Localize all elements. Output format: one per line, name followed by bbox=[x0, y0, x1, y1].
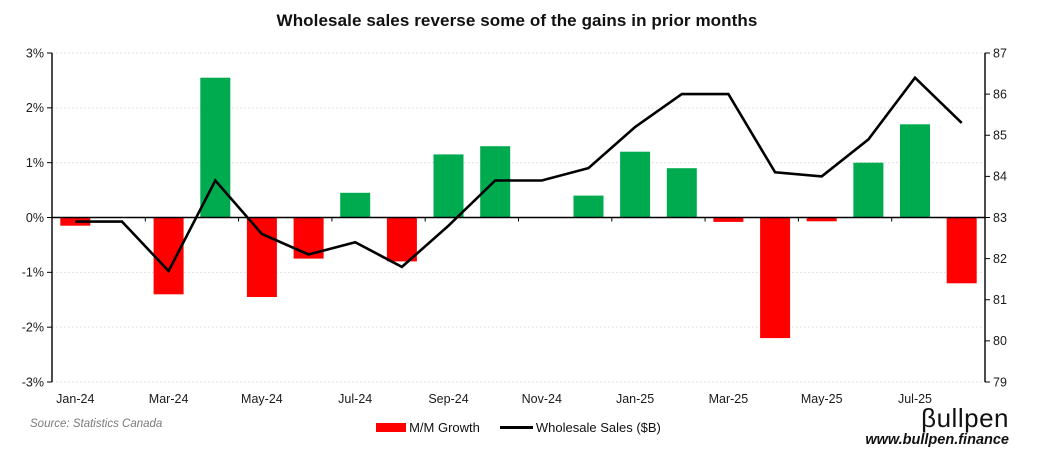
x-axis-tick-label: Jul-25 bbox=[898, 392, 932, 406]
bar-Jul-25 bbox=[900, 124, 930, 218]
bar-Sep-24 bbox=[433, 154, 464, 218]
right-axis: 87 86 85 84 83 82 81 80 79 bbox=[984, 46, 1007, 389]
x-axis-tick-label: Sep-24 bbox=[428, 392, 468, 406]
right-axis-tick-label: 80 bbox=[993, 334, 1007, 348]
right-axis-tick-label: 79 bbox=[993, 375, 1007, 389]
x-axis-tick-label: Jan-25 bbox=[616, 392, 654, 406]
left-axis-tick-label: -3% bbox=[22, 375, 44, 389]
x-axis-tick-label: Mar-25 bbox=[709, 392, 749, 406]
brand-url: www.bullpen.finance bbox=[865, 432, 1009, 448]
x-axis-tick-label: May-24 bbox=[241, 392, 283, 406]
left-axis-tick-label: 3% bbox=[26, 46, 44, 60]
x-axis-tick-label: May-25 bbox=[801, 392, 843, 406]
right-axis-tick-label: 85 bbox=[993, 129, 1007, 143]
legend-item-wholesale-sales: Wholesale Sales ($B) bbox=[499, 420, 661, 435]
x-axis-tick-label: Jul-24 bbox=[338, 392, 372, 406]
left-axis-tick-label: -2% bbox=[22, 320, 44, 334]
brand-name: βullpen bbox=[921, 403, 1009, 433]
brand-logo: βullpen www.bullpen.finance bbox=[865, 404, 1009, 448]
mm-growth-bars bbox=[60, 77, 977, 339]
bar-Jan-25 bbox=[620, 151, 651, 218]
mm-growth-swatch-icon bbox=[376, 423, 407, 432]
category-axis bbox=[51, 216, 986, 222]
bar-Jun-25 bbox=[853, 162, 884, 218]
left-axis-tick-label: 2% bbox=[26, 101, 44, 115]
right-axis-tick-label: 86 bbox=[993, 87, 1007, 101]
right-axis-tick-label: 87 bbox=[993, 46, 1007, 60]
chart-legend: M/M Growth Wholesale Sales ($B) bbox=[0, 420, 1037, 435]
bar-Mar-25 bbox=[713, 217, 744, 222]
source-note: Source: Statistics Canada bbox=[30, 418, 163, 430]
left-axis-tick-label: 0% bbox=[26, 211, 44, 225]
x-axis-labels: Jan-24 Mar-24 May-24 Jul-24 Sep-24 Nov-24 Jan-… bbox=[56, 392, 932, 406]
bar-Jul-24 bbox=[340, 192, 371, 218]
bar-Aug-25 bbox=[946, 217, 977, 284]
bar-Dec-24 bbox=[573, 195, 604, 218]
right-axis-tick-label: 81 bbox=[993, 293, 1007, 307]
x-axis-tick-label: Mar-24 bbox=[149, 392, 189, 406]
bar-Mar-24 bbox=[153, 217, 184, 295]
bar-May-25 bbox=[806, 217, 837, 222]
page-title: Wholesale sales reverse some of the gain… bbox=[276, 11, 758, 30]
bar-May-24 bbox=[246, 217, 277, 297]
right-axis-tick-label: 84 bbox=[993, 170, 1007, 184]
right-axis-tick-label: 83 bbox=[993, 211, 1007, 225]
bar-Apr-24 bbox=[200, 77, 231, 218]
wholesale-sales-line bbox=[75, 75, 963, 274]
left-axis-tick-label: 1% bbox=[26, 156, 44, 170]
x-axis-tick-label: Jan-24 bbox=[56, 392, 94, 406]
legend-item-mm-growth: M/M Growth bbox=[376, 420, 480, 435]
legend-label-wholesale-sales: Wholesale Sales ($B) bbox=[535, 420, 661, 435]
bar-Apr-25 bbox=[760, 217, 791, 339]
x-axis-tick-label: Nov-24 bbox=[522, 392, 562, 406]
left-axis: 3% 2% 1% 0% -1% -2% -3% bbox=[22, 46, 53, 389]
combo-chart-plot: 3% 2% 1% 0% -1% -2% -3% 87 86 85 84 83 82 81 80 79 Jan-2… bbox=[22, 46, 1007, 406]
wholesale-sales-swatch-icon bbox=[499, 426, 533, 429]
legend-label-mm-growth: M/M Growth bbox=[409, 420, 480, 435]
right-axis-tick-label: 82 bbox=[993, 252, 1007, 266]
bar-Aug-24 bbox=[386, 217, 417, 262]
left-axis-tick-label: -1% bbox=[22, 266, 44, 280]
bar-Feb-25 bbox=[666, 168, 697, 218]
